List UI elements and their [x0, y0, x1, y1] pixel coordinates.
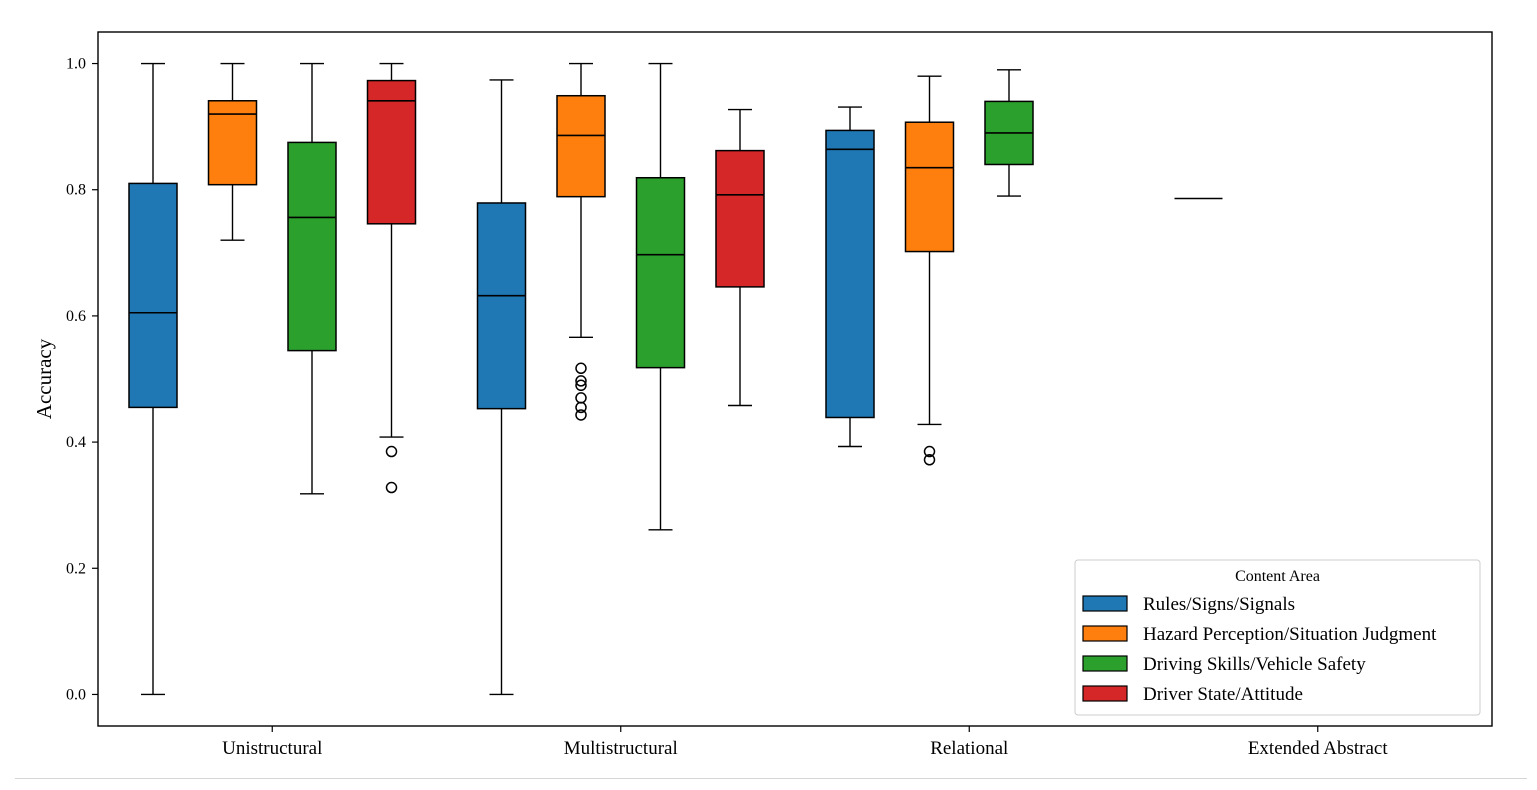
x-tick-label: Relational — [930, 738, 1008, 759]
legend-entry-label: Rules/Signs/Signals — [1143, 594, 1295, 615]
y-axis: 0.0 0.2 0.4 0.6 0.8 1.0 — [66, 56, 98, 703]
legend-entry-label: Hazard Perception/Situation Judgment — [1143, 624, 1437, 645]
box-2-2 — [984, 69, 1034, 197]
y-tick-label: 1.0 — [66, 56, 86, 73]
legend-title: Content Area — [1235, 568, 1320, 585]
outlier-point — [923, 454, 936, 466]
box-0-0 — [128, 62, 178, 696]
x-tick-label: Extended Abstract — [1248, 738, 1389, 759]
legend-swatch — [1082, 625, 1128, 642]
box-1-2 — [904, 75, 955, 466]
outlier-point — [923, 445, 936, 458]
box-body — [128, 182, 178, 409]
box-body — [556, 94, 606, 198]
box-groups — [128, 62, 1223, 696]
box-2-1 — [635, 62, 686, 531]
box-1-0 — [207, 62, 258, 241]
legend-swatch — [1082, 655, 1128, 672]
outlier-point — [575, 362, 587, 375]
outlier-point — [575, 375, 587, 387]
y-tick-label: 0.2 — [66, 560, 86, 577]
y-axis-label: Accuracy — [32, 338, 56, 419]
box-body — [287, 141, 337, 352]
legend-swatch — [1082, 595, 1128, 612]
box-body — [825, 129, 875, 419]
y-tick-label: 0.4 — [66, 434, 86, 451]
legend-frame — [1074, 559, 1481, 716]
x-tick-label: Multistructural — [564, 738, 678, 759]
outlier-point — [575, 379, 587, 392]
box-0-1 — [476, 79, 527, 696]
outlier-point — [575, 409, 587, 421]
x-tick-label: Unistructural — [222, 738, 322, 759]
box-body — [476, 202, 527, 410]
box-body — [635, 176, 686, 369]
plot-area-frame — [97, 31, 1493, 727]
outlier-point — [385, 481, 398, 494]
legend: Content Area Rules/Signs/Signals Hazard Pe… — [1074, 559, 1481, 716]
box-body — [366, 79, 417, 225]
y-tick-label: 0.8 — [66, 182, 86, 199]
box-body — [904, 121, 955, 253]
x-axis: Unistructural Multistructural Relational Ex… — [222, 726, 1388, 759]
y-tick-label: 0.6 — [66, 308, 86, 325]
outlier-point — [385, 445, 398, 458]
outlier-point — [575, 401, 587, 414]
legend-entry-label: Driving Skills/Vehicle Safety — [1143, 654, 1366, 675]
box-1-1 — [556, 62, 606, 421]
box-body — [715, 149, 765, 288]
box-0-2 — [825, 106, 875, 448]
bottom-divider — [15, 778, 1527, 779]
y-tick-label: 0.0 — [66, 686, 86, 703]
box-3-0 — [366, 62, 417, 494]
legend-entry-label: Driver State/Attitude — [1143, 684, 1303, 705]
legend-swatch — [1082, 685, 1128, 702]
box-3-1 — [715, 108, 765, 407]
box-2-0 — [287, 62, 337, 495]
